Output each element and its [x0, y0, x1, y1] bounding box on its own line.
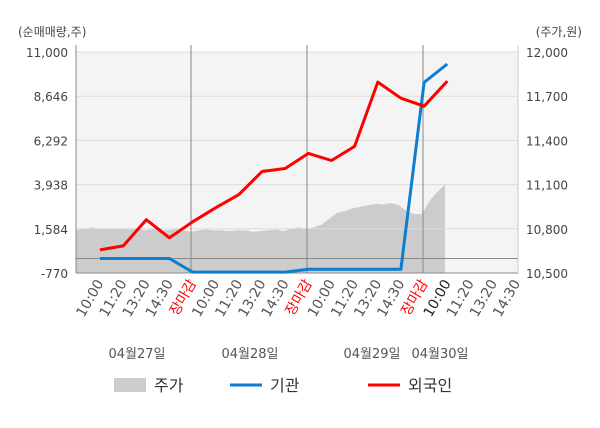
- day-label: 04월28일: [221, 347, 278, 362]
- right-tick-label: 12,000: [526, 46, 568, 60]
- left-tick-label: 3,938: [34, 179, 68, 193]
- legend-label: 주가: [154, 376, 184, 395]
- series-line-institution: [100, 62, 449, 274]
- right-axis-title: (주가,원): [536, 25, 582, 39]
- left-tick-label: 11,000: [26, 46, 68, 60]
- legend-label: 기관: [270, 376, 300, 395]
- day-label: 04월30일: [411, 347, 468, 362]
- left-tick-label: 8,646: [34, 90, 68, 104]
- day-label: 04월29일: [343, 347, 400, 362]
- legend-label: 외국인: [408, 376, 452, 395]
- right-tick-label: 11,100: [526, 179, 568, 193]
- price-area: [76, 184, 445, 273]
- right-tick-label: 11,400: [526, 134, 568, 148]
- legend-swatch-price: [114, 378, 146, 392]
- left-tick-label: -770: [41, 267, 68, 281]
- left-tick-label: 6,292: [34, 134, 68, 148]
- series-line-foreign: [99, 80, 449, 252]
- left-tick-label: 1,584: [34, 223, 68, 237]
- right-tick-label: 10,500: [526, 267, 568, 281]
- right-tick-label: 11,700: [526, 90, 568, 104]
- right-tick-label: 10,800: [526, 223, 568, 237]
- left-axis-title: (순매매량,주): [18, 25, 86, 39]
- day-label: 04월27일: [108, 347, 165, 362]
